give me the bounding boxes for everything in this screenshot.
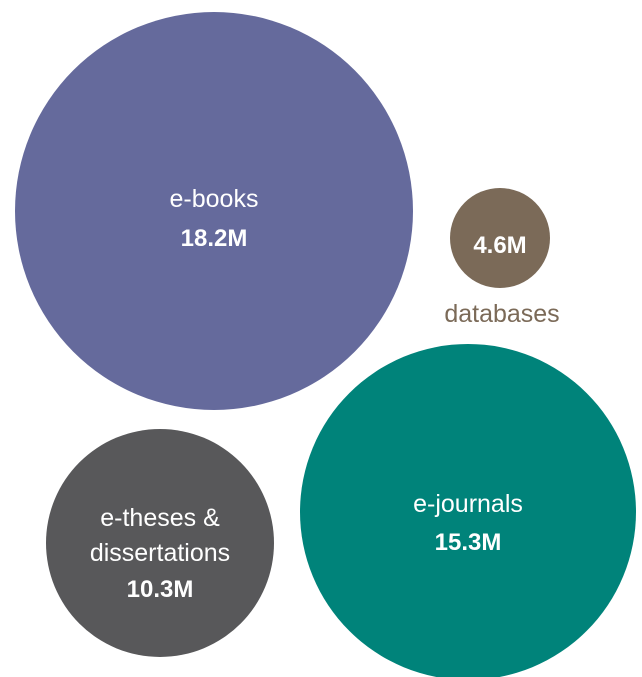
bubble-value: 15.3M [435,529,502,556]
bubble-name-line-2: dissertations [90,539,230,567]
bubble-e-theses-dissertations: e-theses & dissertations 10.3M [46,429,274,657]
bubble-e-books: e-books 18.2M [15,12,413,410]
bubble-databases: 4.6M databases [444,188,560,328]
bubble-circle [46,429,274,657]
bubble-name-line-1: e-theses & [100,504,220,532]
bubble-value: 4.6M [473,232,526,259]
bubble-value: 18.2M [181,225,248,252]
bubble-value: 10.3M [127,576,194,603]
bubble-circle [15,12,413,410]
bubble-circle [450,188,550,288]
bubble-name: databases [444,300,559,328]
bubble-name: e-journals [413,490,523,518]
bubble-circle [300,344,636,677]
bubble-e-journals: e-journals 15.3M [300,344,636,677]
bubble-name: e-books [170,185,259,213]
